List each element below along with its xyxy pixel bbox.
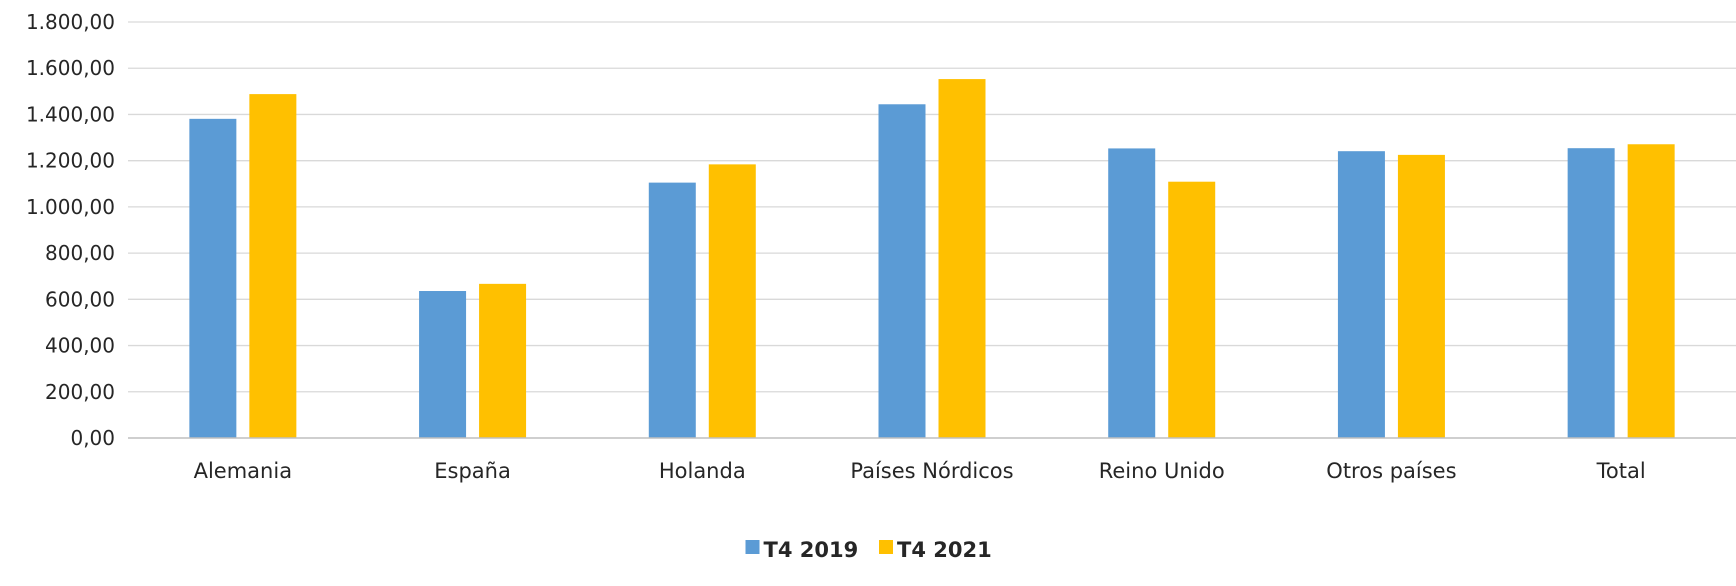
legend-label: T4 2019: [764, 538, 859, 562]
y-tick-label: 800,00: [45, 241, 115, 265]
bar-t4-2021: [1397, 154, 1445, 438]
x-category-label: Total: [1596, 459, 1646, 483]
bar-t4-2021: [938, 79, 986, 438]
bar-t4-2021: [1627, 144, 1675, 438]
bar-t4-2019: [189, 118, 237, 438]
y-tick-label: 200,00: [45, 380, 115, 404]
bar-t4-2019: [1337, 151, 1385, 439]
bar-t4-2021: [708, 164, 756, 438]
y-tick-label: 600,00: [45, 287, 115, 311]
bar-t4-2021: [479, 283, 527, 438]
y-tick-label: 1.000,00: [26, 195, 115, 219]
x-axis-category-labels: Alemania España Holanda Países Nórdicos Rein…: [194, 459, 1646, 483]
legend: T4 2019 T4 2021: [745, 538, 992, 562]
x-category-label: Otros países: [1326, 459, 1456, 483]
x-category-label: Países Nórdicos: [850, 459, 1013, 483]
bar-t4-2019: [419, 291, 467, 438]
bar-t4-2019: [878, 104, 926, 438]
y-tick-label: 1.600,00: [26, 56, 115, 80]
bar-t4-2019: [1567, 148, 1615, 439]
x-category-label: España: [434, 459, 511, 483]
bar-t4-2021: [249, 94, 297, 439]
x-category-label: Holanda: [659, 459, 746, 483]
legend-swatch: [879, 540, 893, 554]
bars: [189, 79, 1675, 439]
bar-t4-2019: [1108, 148, 1156, 438]
y-tick-label: 400,00: [45, 334, 115, 358]
legend-swatch: [745, 540, 760, 554]
x-category-label: Reino Unido: [1099, 459, 1225, 483]
y-tick-label: 1.200,00: [26, 149, 115, 173]
bar-t4-2019: [648, 182, 696, 438]
y-tick-label: 1.800,00: [26, 10, 115, 34]
bar-t4-2021: [1168, 181, 1216, 438]
y-tick-label: 1.400,00: [26, 102, 115, 126]
y-tick-label: 0,00: [70, 426, 115, 450]
y-axis-tick-labels: 0,00 200,00 400,00 600,00 800,00 1.000,00 1.20…: [26, 10, 115, 450]
x-category-label: Alemania: [194, 459, 292, 483]
gridlines: [128, 21, 1736, 393]
legend-label: T4 2021: [897, 538, 992, 562]
